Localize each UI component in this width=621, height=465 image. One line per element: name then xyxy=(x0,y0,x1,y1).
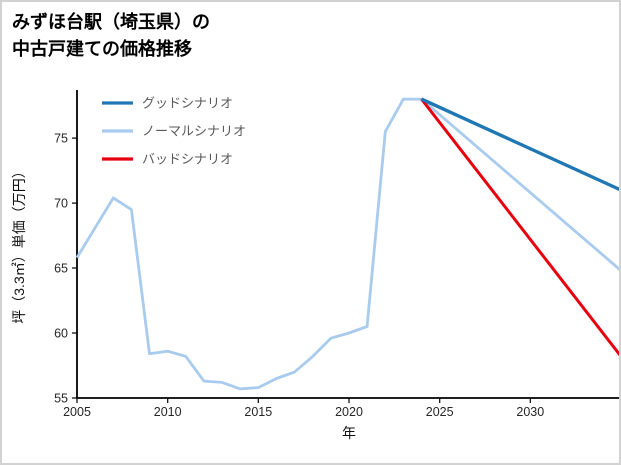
x-tick-label: 2010 xyxy=(154,405,182,419)
y-tick-label: 70 xyxy=(54,197,68,211)
y-axis-label: 坪（3.3㎡）単価（万円） xyxy=(11,164,27,323)
x-tick-label: 2005 xyxy=(63,405,91,419)
legend-label-2: バッドシナリオ xyxy=(142,152,233,167)
series-line-1 xyxy=(75,97,619,391)
legend-label-1: ノーマルシナリオ xyxy=(142,124,246,139)
y-tick-label: 60 xyxy=(54,327,68,341)
x-tick-label: 2025 xyxy=(426,405,454,419)
chart-title-line2: 中古戸建ての価格推移 xyxy=(12,39,192,59)
series-line-2 xyxy=(420,98,619,357)
y-tick-label: 55 xyxy=(54,392,68,406)
series-line-0 xyxy=(420,97,619,192)
legend-label-0: グッドシナリオ xyxy=(142,96,233,111)
x-tick-label: 2020 xyxy=(335,405,363,419)
y-tick-label: 65 xyxy=(54,262,68,276)
chart-title-line1: みずほ台駅（埼玉県）の xyxy=(12,12,210,32)
y-tick-label: 75 xyxy=(54,132,68,146)
x-tick-label: 2015 xyxy=(244,405,272,419)
chart-title: みずほ台駅（埼玉県）の 中古戸建ての価格推移 xyxy=(12,9,210,63)
x-axis-label: 年 xyxy=(342,425,356,441)
x-tick-label: 2030 xyxy=(516,405,544,419)
